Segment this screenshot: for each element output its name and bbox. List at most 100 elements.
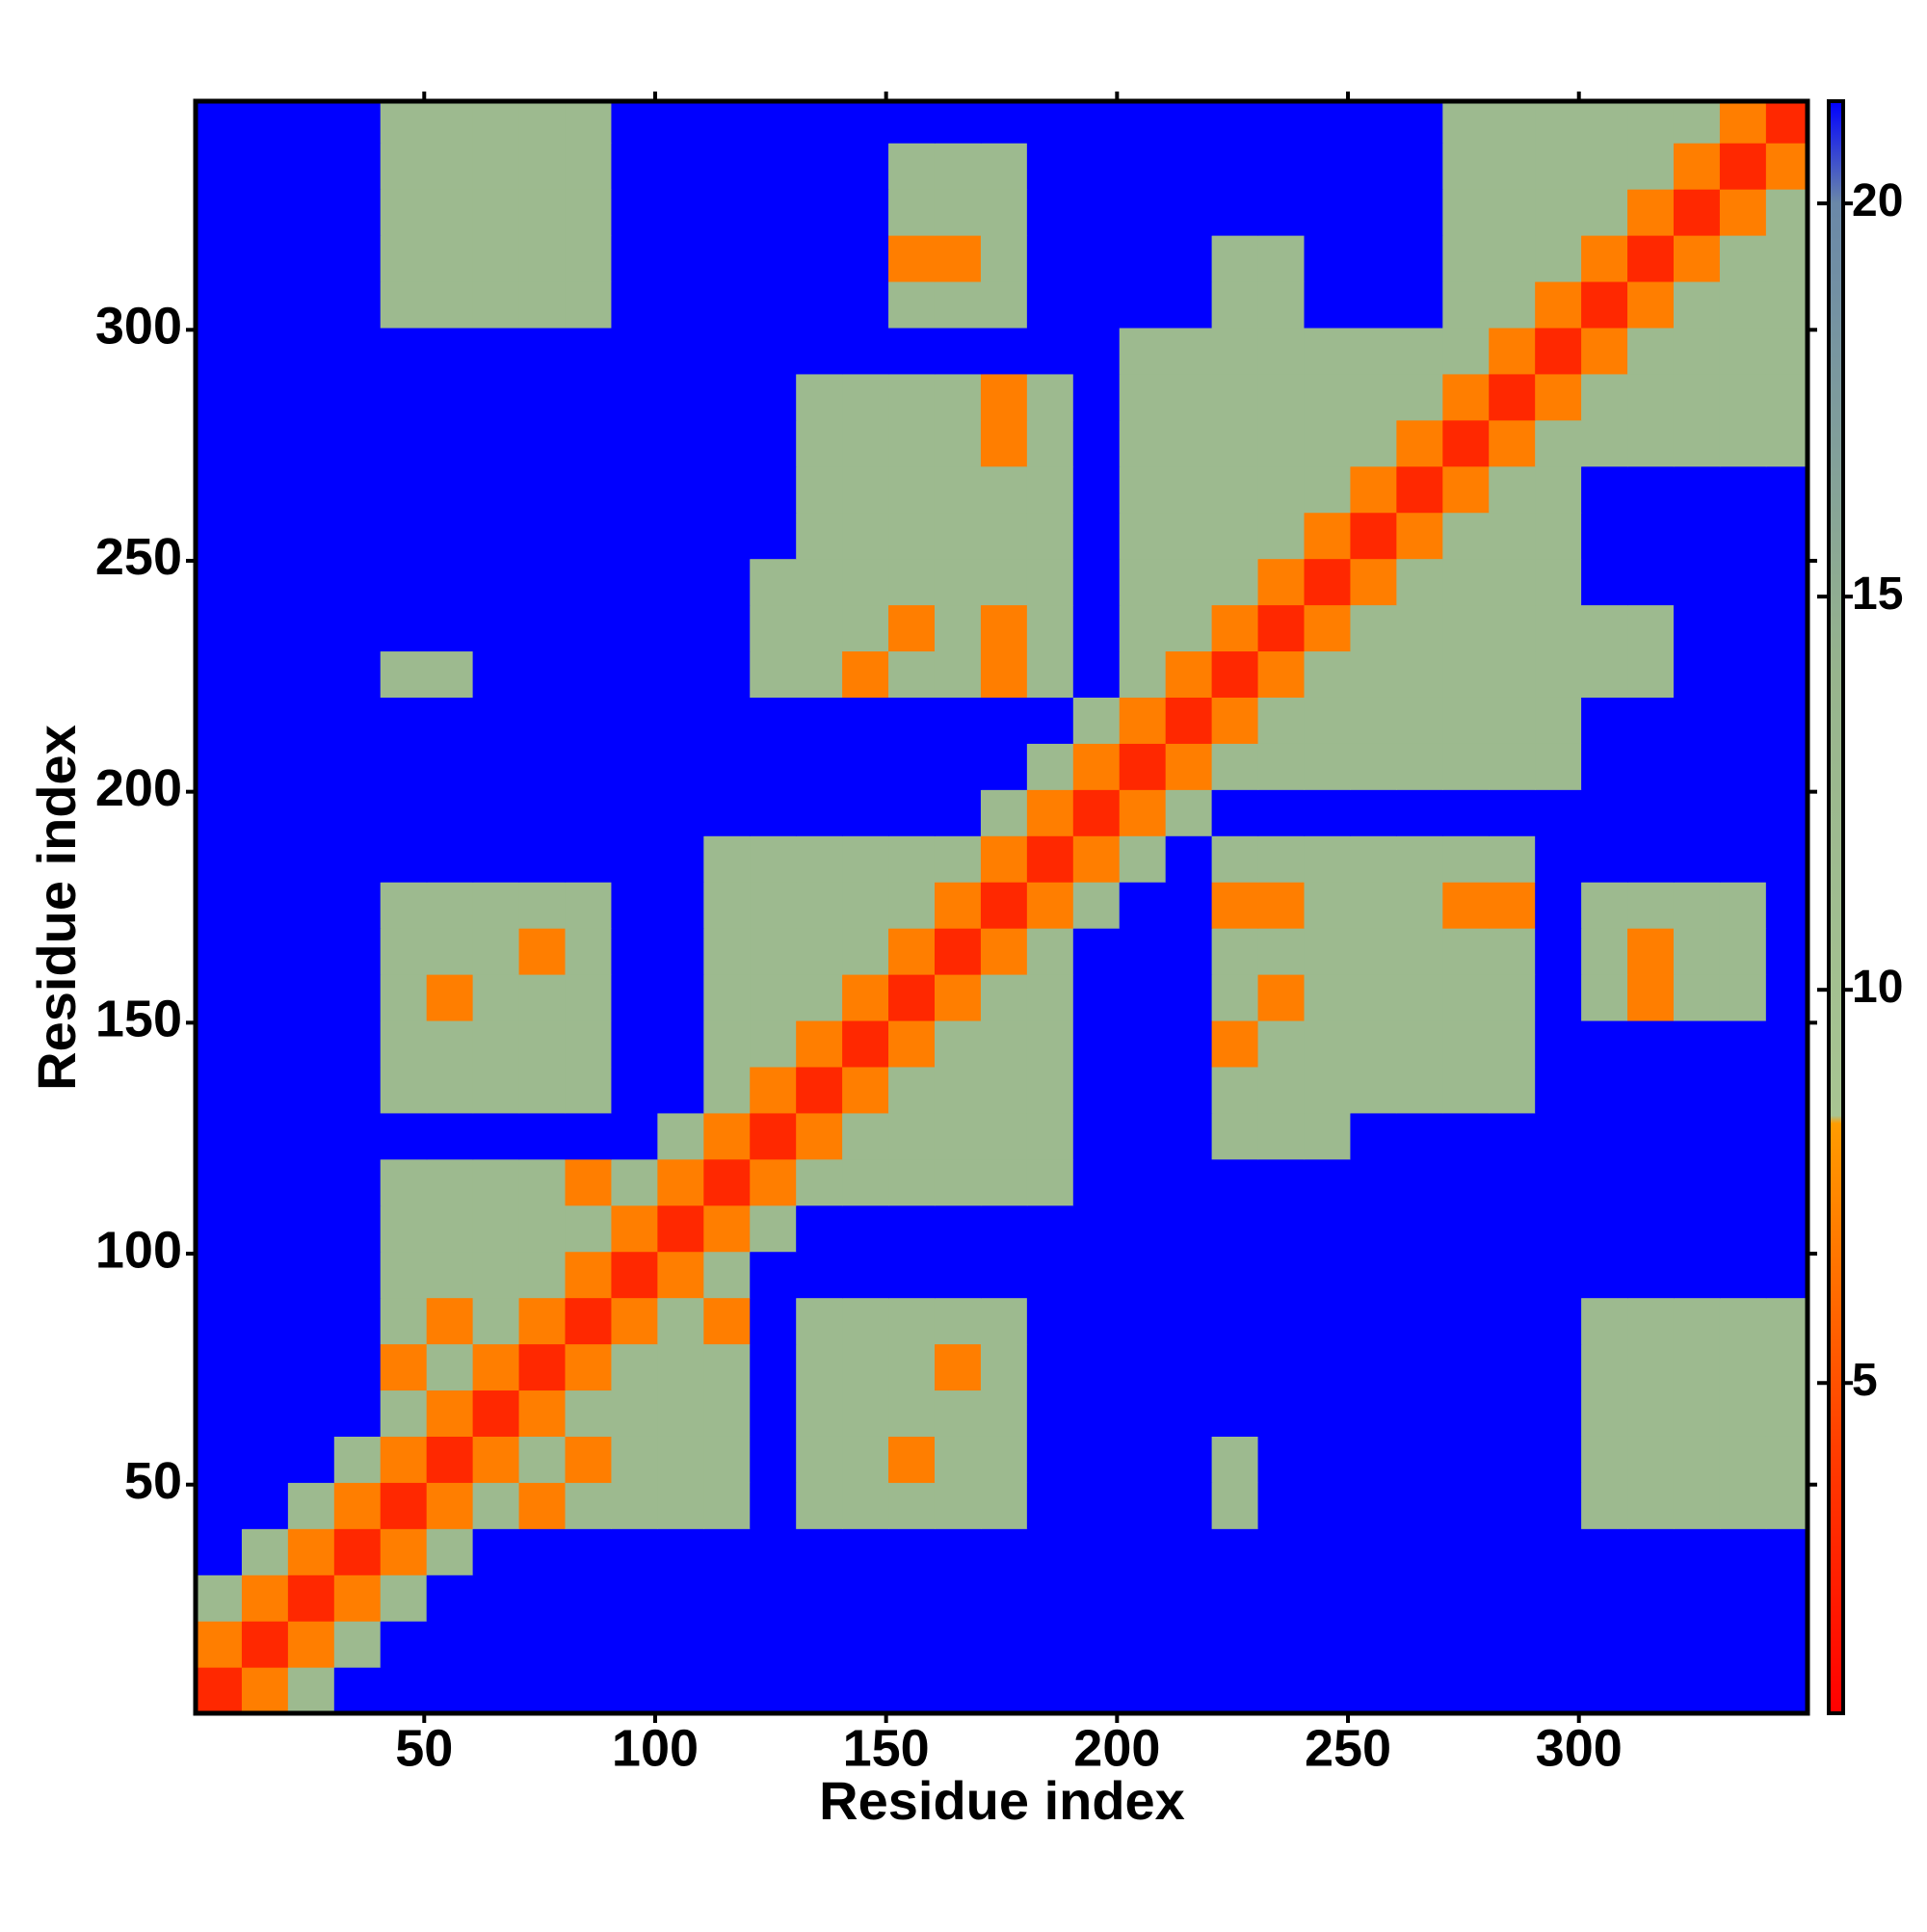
heatmap-cell	[980, 1436, 1028, 1483]
heatmap-cell	[980, 650, 1028, 698]
heatmap-cell	[1765, 650, 1808, 698]
heatmap-cell	[1257, 235, 1306, 282]
heatmap-cell	[796, 101, 843, 144]
heatmap-cell	[1211, 1436, 1259, 1483]
heatmap-cell	[1673, 604, 1721, 652]
heatmap-cell	[472, 1436, 520, 1483]
heatmap-cell	[380, 1112, 428, 1160]
heatmap-cell	[1719, 558, 1767, 606]
heatmap-cell	[980, 101, 1028, 144]
heatmap-cell	[1257, 1436, 1306, 1483]
heatmap-cell	[750, 1621, 797, 1668]
heatmap-cell	[1673, 465, 1721, 514]
heatmap-cell	[796, 280, 843, 329]
heatmap-cell	[426, 974, 474, 1021]
heatmap-cell	[1627, 101, 1675, 144]
heatmap-cell	[888, 974, 936, 1021]
heatmap-cell	[1765, 235, 1808, 282]
heatmap-cell	[842, 835, 889, 883]
heatmap-cell	[1535, 1436, 1582, 1483]
heatmap-cell	[657, 1482, 704, 1529]
heatmap-cell	[888, 1528, 936, 1575]
heatmap-cell	[1719, 1667, 1767, 1713]
heatmap-cell	[426, 1436, 474, 1483]
heatmap-cell	[1211, 1112, 1259, 1160]
colorbar	[1827, 99, 1845, 1715]
heatmap-cell	[241, 1204, 289, 1253]
heatmap-cell	[426, 1158, 474, 1206]
heatmap-cell	[1026, 697, 1074, 744]
heatmap-cell	[750, 1158, 797, 1206]
heatmap-cell	[750, 604, 797, 652]
heatmap-cell	[611, 1019, 658, 1068]
heatmap-cell	[1304, 465, 1352, 514]
heatmap-cell	[565, 1482, 613, 1529]
heatmap-cell	[934, 1204, 982, 1253]
heatmap-cell	[1489, 1251, 1536, 1299]
heatmap-cell	[657, 373, 704, 421]
heatmap-cell	[1119, 1528, 1167, 1575]
heatmap-cell	[888, 1066, 936, 1114]
heatmap-cell	[1257, 1667, 1306, 1713]
heatmap-cell	[241, 1436, 289, 1483]
heatmap-cell	[1765, 1528, 1808, 1575]
heatmap-cell	[703, 1297, 751, 1345]
heatmap-cell	[1026, 974, 1074, 1021]
heatmap-cell	[565, 1621, 613, 1668]
heatmap-cell	[1211, 1066, 1259, 1114]
heatmap-cell	[1535, 1251, 1582, 1299]
heatmap-cell	[1026, 743, 1074, 790]
heatmap-cell	[1442, 835, 1490, 883]
heatmap-cell	[750, 1482, 797, 1529]
heatmap-cell	[1627, 558, 1675, 606]
heatmap-cell	[472, 143, 520, 190]
heatmap-cell	[703, 882, 751, 929]
heatmap-cell	[241, 743, 289, 790]
heatmap-cell	[1119, 1066, 1167, 1114]
heatmap-cell	[518, 1297, 567, 1345]
heatmap-cell	[426, 1667, 474, 1713]
heatmap-cell	[842, 789, 889, 836]
heatmap-cell	[934, 1482, 982, 1529]
heatmap-cell	[1535, 1158, 1582, 1206]
heatmap-cell	[1627, 1343, 1675, 1391]
heatmap-cell	[518, 1667, 567, 1713]
heatmap-cell	[565, 789, 613, 836]
heatmap-cell	[333, 1436, 382, 1483]
heatmap-cell	[796, 143, 843, 190]
heatmap-cell	[1211, 1621, 1259, 1668]
heatmap-cell	[888, 235, 936, 282]
heatmap-cell	[518, 558, 567, 606]
heatmap-cell	[426, 1251, 474, 1299]
heatmap-cell	[1442, 1389, 1490, 1437]
heatmap-cell	[241, 1482, 289, 1529]
heatmap-cell	[1673, 835, 1721, 883]
heatmap-cell	[842, 697, 889, 744]
heatmap-cell	[1165, 1066, 1213, 1114]
heatmap-cell	[1257, 743, 1306, 790]
heatmap-cell	[796, 235, 843, 282]
heatmap-cell	[241, 373, 289, 421]
heatmap-cell	[703, 1482, 751, 1529]
heatmap-cell	[472, 1297, 520, 1345]
heatmap-cell	[1765, 1251, 1808, 1299]
heatmap-cell	[333, 697, 382, 744]
heatmap-cell	[1581, 650, 1628, 698]
heatmap-cell	[611, 558, 658, 606]
heatmap-cell	[565, 1297, 613, 1345]
heatmap-cell	[1535, 235, 1582, 282]
heatmap-cell	[980, 1066, 1028, 1114]
heatmap-cell	[287, 1667, 335, 1713]
heatmap-cell	[750, 974, 797, 1021]
heatmap-cell	[934, 1066, 982, 1114]
heatmap-cell	[472, 558, 520, 606]
heatmap-cell	[1765, 789, 1808, 836]
heatmap-cell	[842, 101, 889, 144]
x-tick-label: 50	[395, 1719, 453, 1777]
heatmap-cell	[1257, 650, 1306, 698]
heatmap-cell	[611, 974, 658, 1021]
heatmap-cell	[1442, 1621, 1490, 1668]
heatmap-cell	[1026, 1575, 1074, 1622]
heatmap-cell	[888, 1436, 936, 1483]
heatmap-cell	[287, 1621, 335, 1668]
